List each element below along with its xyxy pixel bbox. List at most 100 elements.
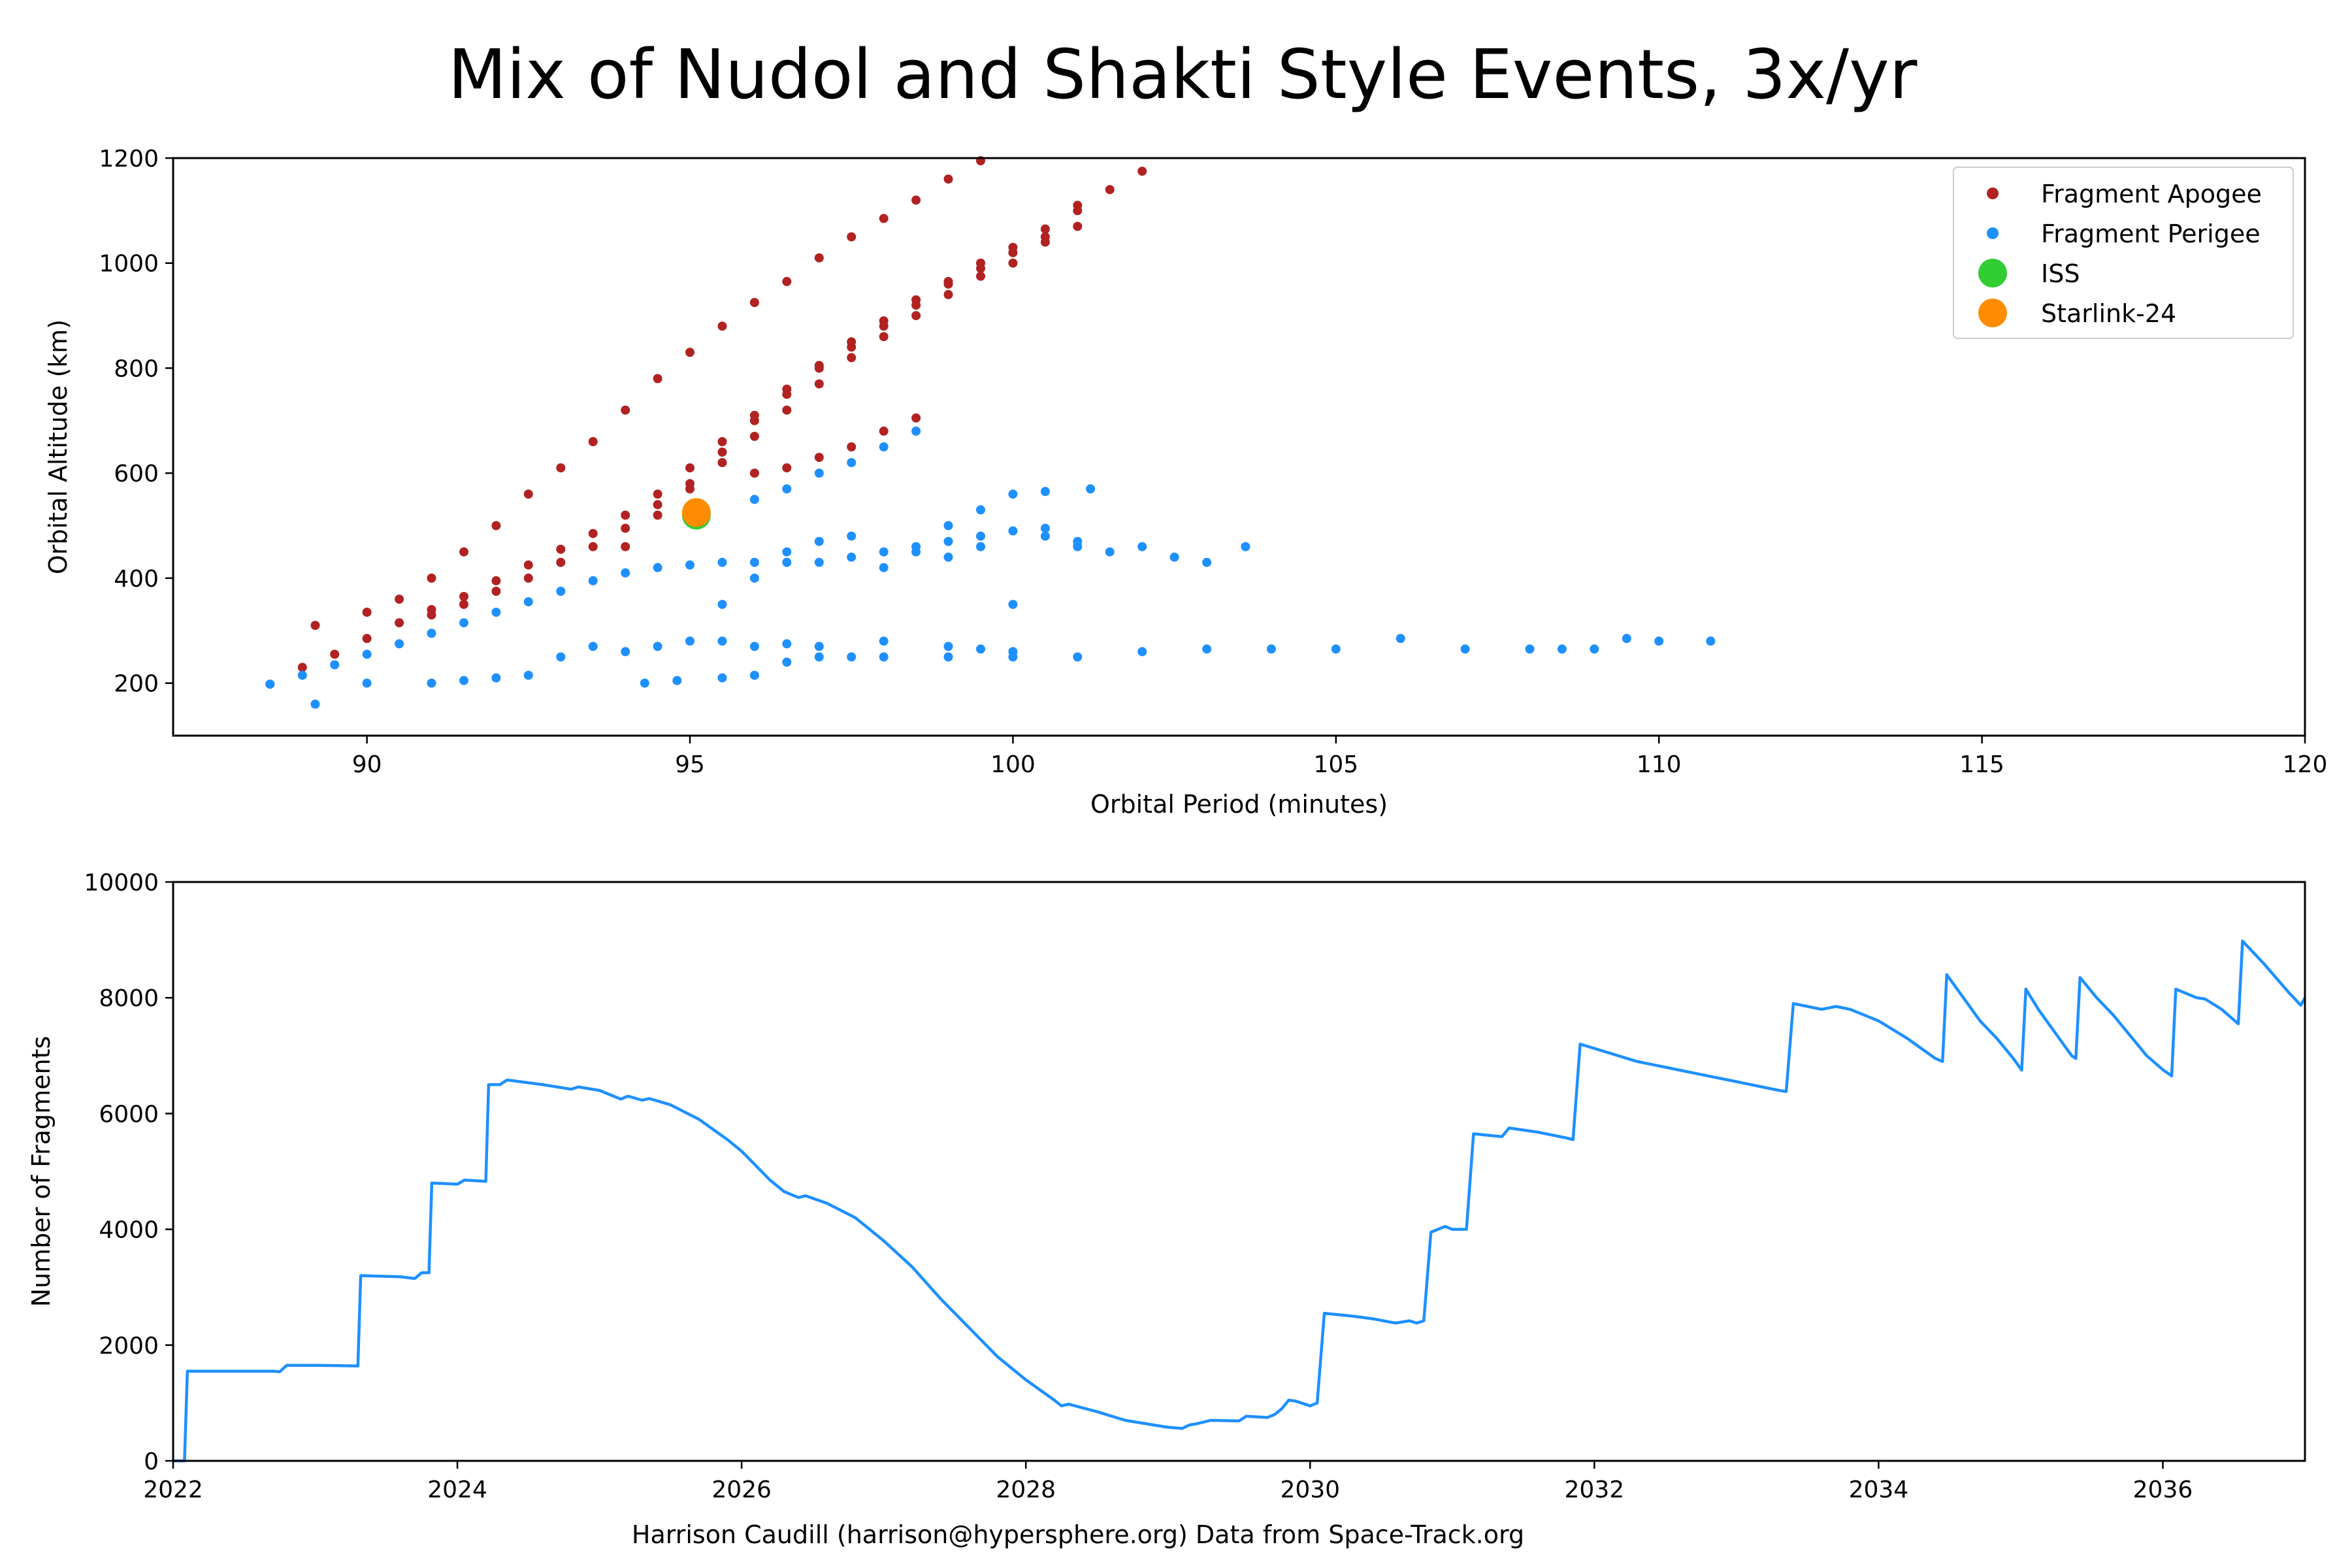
apogee-point <box>362 608 372 617</box>
apogee-point <box>911 301 921 310</box>
perigee-point <box>621 568 630 578</box>
apogee-point <box>427 573 436 583</box>
perigee-point <box>1008 600 1018 610</box>
perigee-point <box>847 458 857 468</box>
legend-item: ISS <box>1978 259 2080 288</box>
perigee-point <box>1169 552 1179 562</box>
figure-title: Mix of Nudol and Shakti Style Events, 3x… <box>448 35 1918 114</box>
perigee-point <box>1137 542 1147 551</box>
apogee-point <box>911 195 921 205</box>
perigee-point <box>653 563 662 572</box>
perigee-point <box>427 629 436 638</box>
apogee-point <box>943 174 953 184</box>
perigee-point <box>911 426 921 436</box>
legend-item: Fragment Apogee <box>1987 180 2262 208</box>
perigee-point <box>1040 531 1050 541</box>
legend-box <box>1953 167 2294 339</box>
perigee-point <box>717 636 727 646</box>
apogee-point <box>523 573 533 583</box>
apogee-point <box>621 405 630 415</box>
apogee-point <box>427 610 436 620</box>
line-y-ticks: 0 2000 4000 6000 8000 10000 <box>84 870 173 1475</box>
apogee-point <box>556 557 566 567</box>
perigee-point <box>814 557 824 567</box>
perigee-point <box>1008 489 1018 499</box>
apogee-point <box>395 618 404 628</box>
scatter-axes-frame <box>172 157 2306 737</box>
line-y-tick-label: 4000 <box>99 1217 159 1244</box>
perigee-point <box>1137 647 1147 657</box>
perigee-point <box>685 560 694 570</box>
perigee-point <box>310 699 320 709</box>
legend-item: Starlink-24 <box>1978 299 2176 328</box>
scatter-points <box>265 156 1716 709</box>
legend-label: ISS <box>2041 259 2080 288</box>
apogee-point <box>749 468 759 478</box>
scatter-x-tick-label: 120 <box>2283 751 2328 778</box>
apogee-point <box>749 431 759 441</box>
perigee-point <box>749 670 759 680</box>
perigee-point <box>847 531 857 541</box>
apogee-point <box>749 416 759 425</box>
apogee-point <box>1008 248 1018 257</box>
scatter-x-axis-label: Orbital Period (minutes) <box>1090 790 1388 819</box>
perigee-point <box>1073 536 1083 546</box>
perigee-point <box>491 673 501 683</box>
scatter-plot: 90 95 100 105 110 115 120 200 400 600 800 1000 1200… <box>44 146 2327 819</box>
apogee-point <box>653 374 662 384</box>
scatter-x-tick-label: 110 <box>1637 751 1682 778</box>
perigee-point <box>556 587 566 596</box>
perigee-point <box>297 670 307 680</box>
legend-marker <box>1987 227 1999 239</box>
perigee-point <box>1008 526 1018 536</box>
apogee-point <box>653 500 662 510</box>
line-axes-frame <box>172 881 2306 1462</box>
apogee-point <box>814 363 824 373</box>
apogee-point <box>621 542 630 551</box>
apogee-point <box>523 560 533 570</box>
perigee-point <box>717 600 727 610</box>
apogee-point <box>782 463 792 473</box>
apogee-point <box>814 453 824 463</box>
apogee-point <box>556 463 566 473</box>
perigee-point <box>1040 487 1050 497</box>
perigee-point <box>621 647 630 657</box>
apogee-point <box>847 353 857 363</box>
scatter-x-tick-label: 95 <box>675 751 705 778</box>
legend-label: Starlink-24 <box>2041 299 2176 328</box>
scatter-y-tick-label: 400 <box>114 566 159 593</box>
perigee-point <box>330 660 340 670</box>
apogee-point <box>1008 258 1018 268</box>
apogee-point <box>685 348 694 357</box>
line-x-tick-label: 2036 <box>2133 1477 2193 1503</box>
perigee-point <box>814 468 824 478</box>
scatter-y-tick-label: 1000 <box>99 251 159 278</box>
perigee-point <box>814 652 824 662</box>
apogee-point <box>782 389 792 399</box>
apogee-point <box>330 649 340 659</box>
apogee-point <box>879 332 889 342</box>
apogee-point <box>717 437 727 446</box>
scatter-y-ticks: 200 400 600 800 1000 1200 <box>99 146 173 698</box>
line-y-tick-label: 6000 <box>99 1101 159 1128</box>
perigee-point <box>653 642 662 651</box>
perigee-point <box>1202 644 1212 654</box>
perigee-point <box>814 642 824 651</box>
perigee-point <box>1040 523 1050 533</box>
perigee-point <box>782 547 792 557</box>
legend: Fragment Apogee Fragment Perigee ISS Starli… <box>1953 167 2294 339</box>
apogee-point <box>782 405 792 415</box>
perigee-point <box>976 644 985 654</box>
line-x-ticks: 2022 2024 2026 2028 2030 2032 2034 2036 <box>143 1461 2193 1503</box>
perigee-point <box>814 536 824 546</box>
perigee-point <box>1008 652 1018 662</box>
apogee-point <box>588 542 598 551</box>
legend-label: Fragment Perigee <box>2041 220 2261 248</box>
perigee-point <box>1073 652 1083 662</box>
perigee-point <box>879 442 889 451</box>
apogee-point <box>847 442 857 451</box>
perigee-point <box>943 652 953 662</box>
line-x-tick-label: 2026 <box>711 1477 772 1503</box>
perigee-point <box>1525 644 1535 654</box>
perigee-point <box>588 576 598 585</box>
